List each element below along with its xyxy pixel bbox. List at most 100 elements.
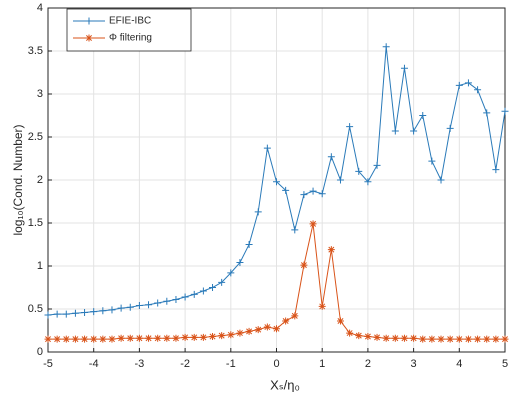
marker — [71, 309, 79, 317]
marker — [410, 127, 418, 135]
marker — [291, 226, 299, 234]
marker — [245, 327, 253, 335]
marker — [227, 331, 235, 339]
y-axis-label: log₁₀(Cond. Number) — [11, 124, 25, 235]
marker — [282, 186, 290, 194]
marker — [85, 34, 93, 42]
marker — [81, 308, 89, 316]
marker — [428, 335, 436, 343]
marker — [53, 310, 61, 318]
marker — [474, 335, 482, 343]
marker — [355, 332, 363, 340]
marker — [446, 335, 454, 343]
y-tick-label: 2.5 — [28, 131, 43, 143]
marker — [492, 335, 500, 343]
marker — [346, 123, 354, 131]
marker — [446, 124, 454, 132]
y-tick-label: 1 — [37, 260, 43, 272]
marker — [181, 293, 189, 301]
marker — [145, 334, 153, 342]
marker — [309, 187, 317, 195]
marker — [236, 329, 244, 337]
marker — [437, 335, 445, 343]
marker — [154, 299, 162, 307]
marker — [309, 220, 317, 228]
marker — [464, 79, 472, 87]
x-axis-label: Xₛ/η₀ — [270, 377, 300, 392]
marker — [71, 335, 79, 343]
marker — [199, 333, 207, 341]
marker — [99, 307, 107, 315]
marker — [464, 335, 472, 343]
marker — [437, 176, 445, 184]
x-tick-label: -3 — [135, 358, 145, 370]
x-tick-label: 0 — [273, 358, 279, 370]
marker — [218, 278, 226, 286]
marker — [227, 269, 235, 277]
marker — [391, 334, 399, 342]
marker — [273, 325, 280, 333]
marker — [81, 335, 89, 343]
y-tick-label: 1.5 — [28, 217, 43, 229]
marker — [410, 334, 418, 342]
legend-label: Φ filtering — [109, 33, 152, 44]
marker — [355, 167, 363, 175]
marker — [364, 333, 372, 341]
marker — [318, 302, 326, 310]
marker — [117, 334, 125, 342]
y-tick-label: 4 — [37, 2, 43, 14]
marker — [90, 335, 98, 343]
legend-box — [66, 8, 192, 52]
marker — [99, 335, 107, 343]
marker — [263, 144, 271, 152]
marker — [172, 296, 180, 304]
marker — [117, 304, 125, 312]
x-tick-label: 5 — [502, 358, 508, 370]
marker — [400, 334, 408, 342]
marker — [501, 335, 509, 343]
marker — [300, 261, 308, 269]
x-tick-label: -4 — [89, 358, 99, 370]
y-tick-label: 3.5 — [28, 45, 43, 57]
marker — [190, 333, 198, 341]
marker — [273, 178, 280, 186]
marker — [209, 284, 217, 291]
marker — [181, 333, 189, 341]
marker — [44, 311, 52, 319]
marker — [327, 153, 335, 161]
marker — [282, 317, 290, 325]
marker — [62, 310, 70, 318]
legend-label: EFIE-IBC — [109, 16, 151, 27]
marker — [336, 317, 344, 325]
marker — [492, 166, 500, 174]
marker — [291, 312, 299, 320]
marker — [145, 301, 153, 309]
marker — [483, 335, 491, 343]
marker — [254, 326, 262, 334]
marker — [108, 335, 116, 343]
x-tick-label: 2 — [365, 358, 371, 370]
marker — [254, 208, 262, 216]
marker — [501, 107, 509, 115]
x-tick-label: -1 — [226, 358, 236, 370]
marker — [172, 334, 180, 342]
marker — [135, 334, 143, 342]
plot-frame — [47, 7, 506, 353]
marker — [327, 246, 335, 254]
marker — [108, 306, 116, 314]
marker — [428, 157, 436, 165]
y-tick-label: 0 — [37, 346, 43, 358]
marker — [419, 335, 427, 343]
marker — [336, 176, 344, 184]
x-tick-label: -5 — [43, 358, 53, 370]
marker — [163, 334, 171, 342]
marker — [455, 335, 463, 343]
marker — [85, 17, 93, 25]
marker — [209, 333, 217, 341]
marker — [135, 302, 143, 310]
marker — [483, 109, 491, 117]
marker — [199, 287, 207, 295]
marker — [419, 112, 427, 119]
marker — [373, 333, 381, 341]
y-tick-label: 2 — [37, 174, 43, 186]
